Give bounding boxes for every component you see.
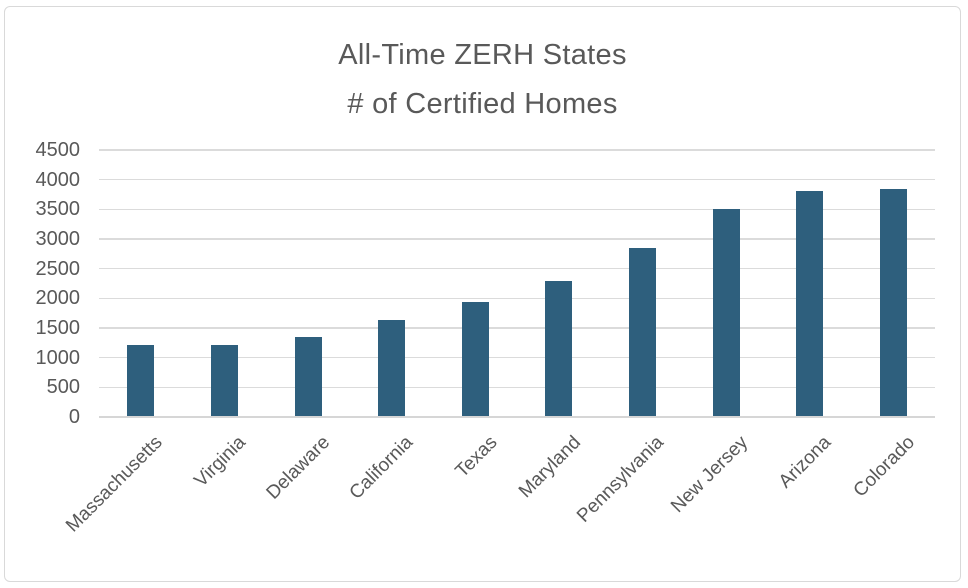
bar-virginia — [210, 344, 238, 416]
y-tick-label: 2000 — [35, 287, 81, 310]
plot-area — [99, 149, 935, 418]
y-tick-label: 4500 — [35, 139, 81, 161]
chart-title-line-1: All-Time ZERH States — [338, 39, 627, 71]
bar-colorado — [879, 188, 907, 416]
chart-title: All-Time ZERH States # of Certified Home… — [5, 31, 960, 129]
gridline — [99, 327, 935, 329]
gridline — [99, 238, 935, 240]
bar-maryland — [545, 280, 573, 416]
gridline — [99, 356, 935, 359]
bar-california — [378, 319, 406, 416]
bar-arizona — [796, 190, 824, 416]
y-tick-label: 3500 — [35, 198, 81, 221]
chart-title-line-2: # of Certified Homes — [347, 88, 618, 120]
gridline — [99, 386, 935, 389]
y-tick-label: 500 — [46, 376, 80, 399]
gridline — [99, 267, 935, 270]
x-axis-line — [99, 416, 935, 418]
y-tick-label: 0 — [68, 406, 80, 428]
y-tick-label: 4000 — [35, 168, 81, 191]
bar-delaware — [294, 337, 322, 416]
bar-massachusetts — [127, 345, 155, 416]
y-tick-label: 1000 — [35, 346, 81, 369]
bar-texas — [461, 301, 489, 416]
bar-pennsylvania — [628, 247, 656, 416]
gridline — [99, 297, 935, 300]
gridline — [99, 208, 935, 211]
bar-new-jersey — [712, 209, 740, 416]
y-tick-label: 1500 — [35, 317, 81, 339]
y-tick-label: 2500 — [35, 257, 81, 280]
gridline — [99, 149, 935, 151]
gridline — [99, 178, 935, 181]
y-tick-label: 3000 — [35, 228, 81, 250]
